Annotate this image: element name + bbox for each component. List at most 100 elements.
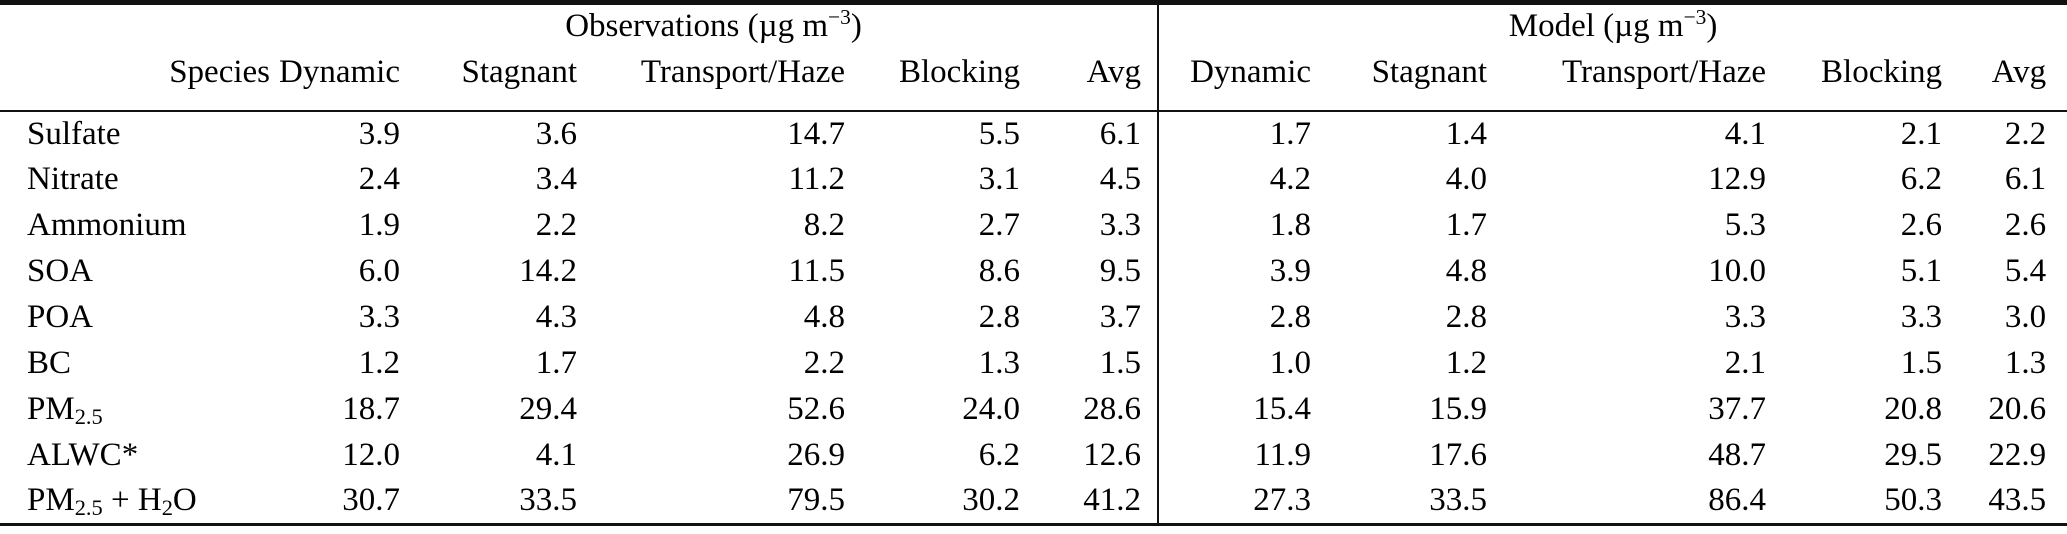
value-cell: 11.9	[1157, 432, 1312, 479]
column-header-obs-blocking: Blocking	[899, 53, 1020, 90]
value-cell: 2.2	[803, 345, 845, 381]
value-cell: 15.4	[1157, 386, 1312, 433]
value-cell: 10.0	[1708, 253, 1767, 289]
value-cell: 2.8	[1445, 299, 1488, 335]
value-cell: 18.7	[342, 391, 400, 427]
value-cell: 22.9	[1988, 437, 2047, 473]
value-cell: 4.8	[803, 299, 845, 335]
value-cell: 2.6	[1900, 207, 1943, 243]
value-cell: 27.3	[1157, 478, 1312, 525]
value-cell: 1.9	[358, 207, 400, 243]
observations-unit-exponent: −3	[828, 5, 851, 30]
value-cell: 2.1	[1724, 345, 1767, 381]
table-row: PM2.5 18.7 29.4 52.6 24.0 28.6 15.4 15.9 37.7 20.…	[0, 386, 2067, 433]
value-cell: 3.0	[2004, 299, 2047, 335]
value-cell: 2.2	[2004, 115, 2047, 152]
value-cell: 33.5	[1429, 482, 1488, 519]
column-header-model-stagnant: Stagnant	[1371, 53, 1488, 90]
value-cell: 2.6	[2004, 207, 2047, 243]
value-cell: 3.3	[358, 299, 400, 335]
column-header-model-avg: Avg	[1991, 53, 2047, 90]
value-cell: 30.7	[342, 482, 400, 519]
table-row: PM2.5 + H2O 30.7 33.5 79.5 30.2 41.2 27.3 33.5 8…	[0, 478, 2067, 525]
column-header-row: Species Dynamic Stagnant Transport/Haze …	[0, 48, 2067, 111]
value-cell: 41.2	[1083, 482, 1142, 519]
value-cell: 4.0	[1445, 161, 1488, 197]
value-cell: 12.0	[342, 437, 400, 473]
value-cell: 2.8	[1157, 294, 1312, 341]
value-cell: 1.2	[358, 345, 400, 381]
group-header-spacer	[0, 3, 270, 49]
value-cell: 1.4	[1445, 115, 1488, 152]
value-cell: 6.1	[1099, 115, 1142, 152]
value-cell: 1.8	[1157, 202, 1312, 249]
table-row: Sulfate 3.9 3.6 14.7 5.5 6.1 1.7 1.4 4.1 2.1 2.2	[0, 110, 2067, 157]
value-cell: 3.9	[1157, 248, 1312, 295]
table-row: BC 1.2 1.7 2.2 1.3 1.5 1.0 1.2 2.1 1.5 1.3	[0, 340, 2067, 387]
value-cell: 14.7	[787, 115, 845, 152]
value-cell: 48.7	[1708, 437, 1767, 473]
value-cell: 26.9	[787, 437, 845, 473]
value-cell: 52.6	[787, 391, 845, 427]
value-cell: 11.2	[788, 161, 845, 197]
value-cell: 3.1	[978, 161, 1020, 197]
value-cell: 3.4	[535, 161, 577, 197]
value-cell: 4.3	[535, 299, 577, 335]
value-cell: 2.7	[978, 207, 1020, 243]
value-cell: 1.3	[978, 345, 1020, 381]
observations-unit-close: )	[850, 8, 862, 45]
value-cell: 1.7	[1157, 110, 1312, 157]
value-cell: 79.5	[787, 482, 845, 519]
value-cell: 30.2	[962, 482, 1020, 519]
value-cell: 9.5	[1099, 253, 1142, 289]
value-cell: 6.1	[2004, 161, 2047, 197]
value-cell: 3.3	[1099, 207, 1142, 243]
value-cell: 2.2	[535, 207, 577, 243]
value-cell: 24.0	[962, 391, 1020, 427]
group-header-row: Observations (µg m−3) Model (µg m−3)	[0, 2, 2067, 49]
value-cell: 6.2	[1900, 161, 1943, 197]
value-cell: 8.6	[978, 253, 1020, 289]
value-cell: 4.2	[1157, 156, 1312, 203]
value-cell: 1.3	[2004, 345, 2047, 381]
value-cell: 3.9	[358, 115, 400, 152]
species-label: Ammonium	[27, 207, 187, 243]
model-unit-close: )	[1706, 8, 1718, 45]
table-body: Sulfate 3.9 3.6 14.7 5.5 6.1 1.7 1.4 4.1 2.1 2.2 Ni…	[0, 110, 2067, 525]
value-cell: 37.7	[1708, 391, 1767, 427]
value-cell: 12.9	[1708, 161, 1767, 197]
table-row: SOA 6.0 14.2 11.5 8.6 9.5 3.9 4.8 10.0 5.1 5.4	[0, 248, 2067, 295]
value-cell: 4.1	[1724, 115, 1767, 152]
table-header: Observations (µg m−3) Model (µg m−3) Spe…	[0, 2, 2067, 111]
value-cell: 20.6	[1988, 391, 2047, 427]
value-cell: 50.3	[1884, 482, 1943, 519]
value-cell: 4.5	[1099, 161, 1142, 197]
value-cell: 2.8	[978, 299, 1020, 335]
column-header-model-dynamic: Dynamic	[1157, 48, 1312, 111]
value-cell: 43.5	[1988, 482, 2047, 519]
value-cell: 3.3	[1900, 299, 1943, 335]
species-label: POA	[27, 299, 94, 335]
column-header-model-blocking: Blocking	[1821, 53, 1943, 90]
table-row: Ammonium 1.9 2.2 8.2 2.7 3.3 1.8 1.7 5.3 2.6 2.6	[0, 202, 2067, 249]
observations-group-header: Observations (µg m−3)	[270, 3, 1158, 49]
value-cell: 8.2	[803, 207, 845, 243]
species-label: Sulfate	[27, 115, 121, 152]
value-cell: 5.4	[2004, 253, 2047, 289]
table-row: POA 3.3 4.3 4.8 2.8 3.7 2.8 2.8 3.3 3.3 3.0	[0, 294, 2067, 341]
value-cell: 29.4	[519, 391, 577, 427]
value-cell: 5.5	[978, 115, 1020, 152]
value-cell: 14.2	[519, 253, 577, 289]
value-cell: 6.0	[358, 253, 400, 289]
value-cell: 17.6	[1429, 437, 1488, 473]
column-header-species: Species	[169, 53, 270, 90]
value-cell: 5.1	[1900, 253, 1943, 289]
value-cell: 1.7	[1445, 207, 1488, 243]
value-cell: 1.2	[1445, 345, 1488, 381]
value-cell: 86.4	[1708, 482, 1767, 519]
value-cell: 29.5	[1884, 437, 1943, 473]
value-cell: 11.5	[788, 253, 845, 289]
value-cell: 1.7	[535, 345, 577, 381]
